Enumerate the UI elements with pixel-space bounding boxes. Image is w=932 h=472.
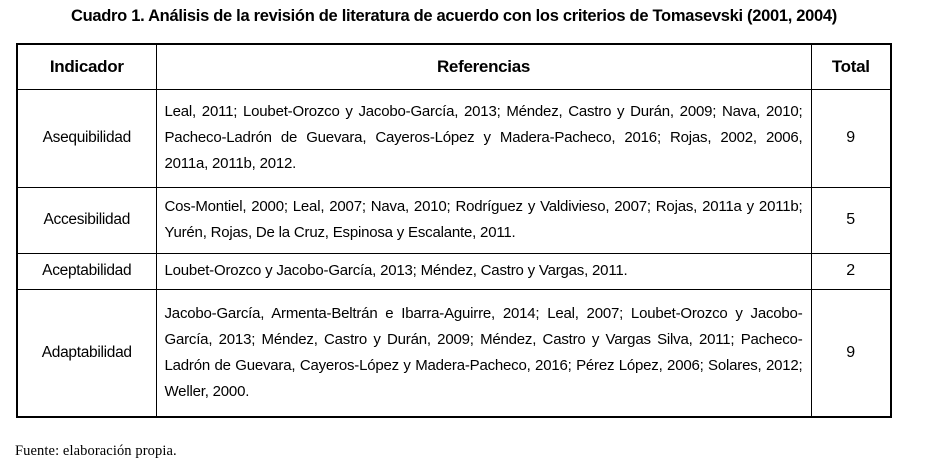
column-header-referencias: Referencias — [155, 43, 812, 90]
header-row: Indicador Referencias Total — [16, 43, 892, 90]
column-header-total: Total — [810, 43, 892, 90]
table-caption: Cuadro 1. Análisis de la revisión de lit… — [71, 7, 837, 25]
total-cell: 5 — [810, 186, 892, 254]
references-cell: Loubet-Orozco y Jacobo-García, 2013; Mén… — [155, 252, 812, 290]
literature-review-table: Indicador Referencias Total Asequibilida… — [16, 43, 892, 418]
table-row: Aceptabilidad Loubet-Orozco y Jacobo-Gar… — [16, 252, 892, 290]
total-cell: 2 — [810, 252, 892, 290]
references-cell: Jacobo-García, Armenta-Beltrán e Ibarra-… — [155, 288, 812, 418]
references-cell: Cos-Montiel, 2000; Leal, 2007; Nava, 201… — [155, 186, 812, 254]
indicator-cell: Asequibilidad — [16, 88, 157, 188]
total-cell: 9 — [810, 88, 892, 188]
table-row: Adaptabilidad Jacobo-García, Armenta-Bel… — [16, 288, 892, 418]
source-note: Fuente: elaboración propia. — [15, 443, 177, 459]
indicator-cell: Accesibilidad — [16, 186, 157, 254]
references-cell: Leal, 2011; Loubet-Orozco y Jacobo-Garcí… — [155, 88, 812, 188]
total-cell: 9 — [810, 288, 892, 418]
table-row: Asequibilidad Leal, 2011; Loubet-Orozco … — [16, 88, 892, 188]
indicator-cell: Aceptabilidad — [16, 252, 157, 290]
column-header-indicador: Indicador — [16, 43, 157, 90]
table-row: Accesibilidad Cos-Montiel, 2000; Leal, 2… — [16, 186, 892, 254]
indicator-cell: Adaptabilidad — [16, 288, 157, 418]
